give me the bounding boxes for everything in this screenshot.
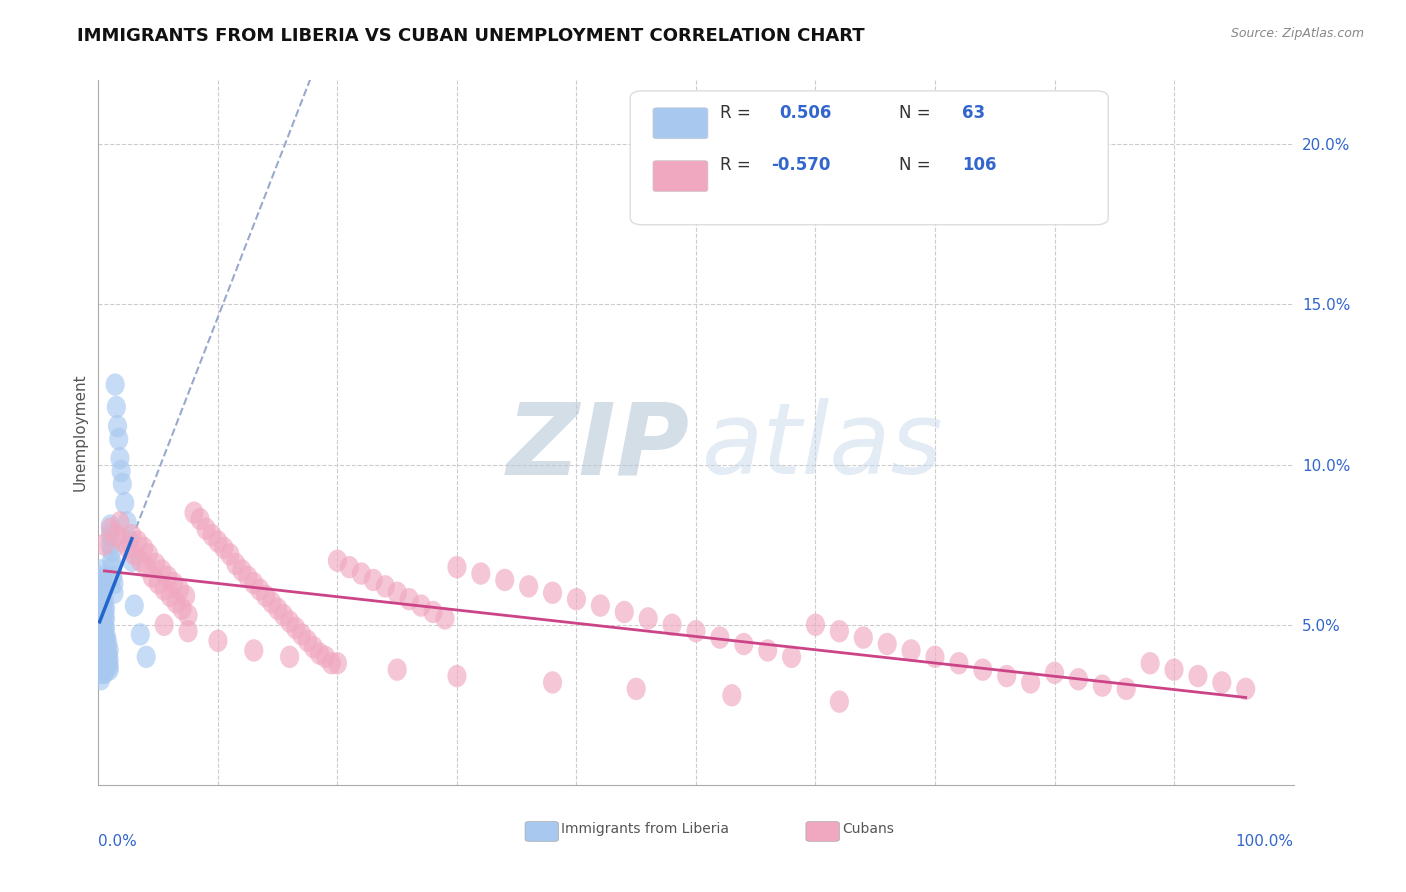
FancyBboxPatch shape	[630, 91, 1108, 225]
FancyBboxPatch shape	[524, 822, 558, 841]
FancyBboxPatch shape	[652, 161, 709, 192]
Text: Cubans: Cubans	[842, 822, 894, 837]
Text: 106: 106	[963, 156, 997, 174]
FancyBboxPatch shape	[806, 822, 839, 841]
Text: R =: R =	[720, 156, 756, 174]
Text: N =: N =	[900, 156, 936, 174]
FancyBboxPatch shape	[652, 108, 709, 139]
Text: 100.0%: 100.0%	[1236, 834, 1294, 849]
Text: 0.506: 0.506	[780, 104, 832, 122]
Y-axis label: Unemployment: Unemployment	[72, 374, 87, 491]
Text: atlas: atlas	[702, 398, 943, 495]
Text: IMMIGRANTS FROM LIBERIA VS CUBAN UNEMPLOYMENT CORRELATION CHART: IMMIGRANTS FROM LIBERIA VS CUBAN UNEMPLO…	[77, 27, 865, 45]
Text: ZIP: ZIP	[508, 398, 690, 495]
Text: -0.570: -0.570	[772, 156, 831, 174]
Text: 0.0%: 0.0%	[98, 834, 138, 849]
Text: Immigrants from Liberia: Immigrants from Liberia	[561, 822, 728, 837]
Text: R =: R =	[720, 104, 756, 122]
Text: 63: 63	[963, 104, 986, 122]
Text: N =: N =	[900, 104, 936, 122]
Text: Source: ZipAtlas.com: Source: ZipAtlas.com	[1230, 27, 1364, 40]
